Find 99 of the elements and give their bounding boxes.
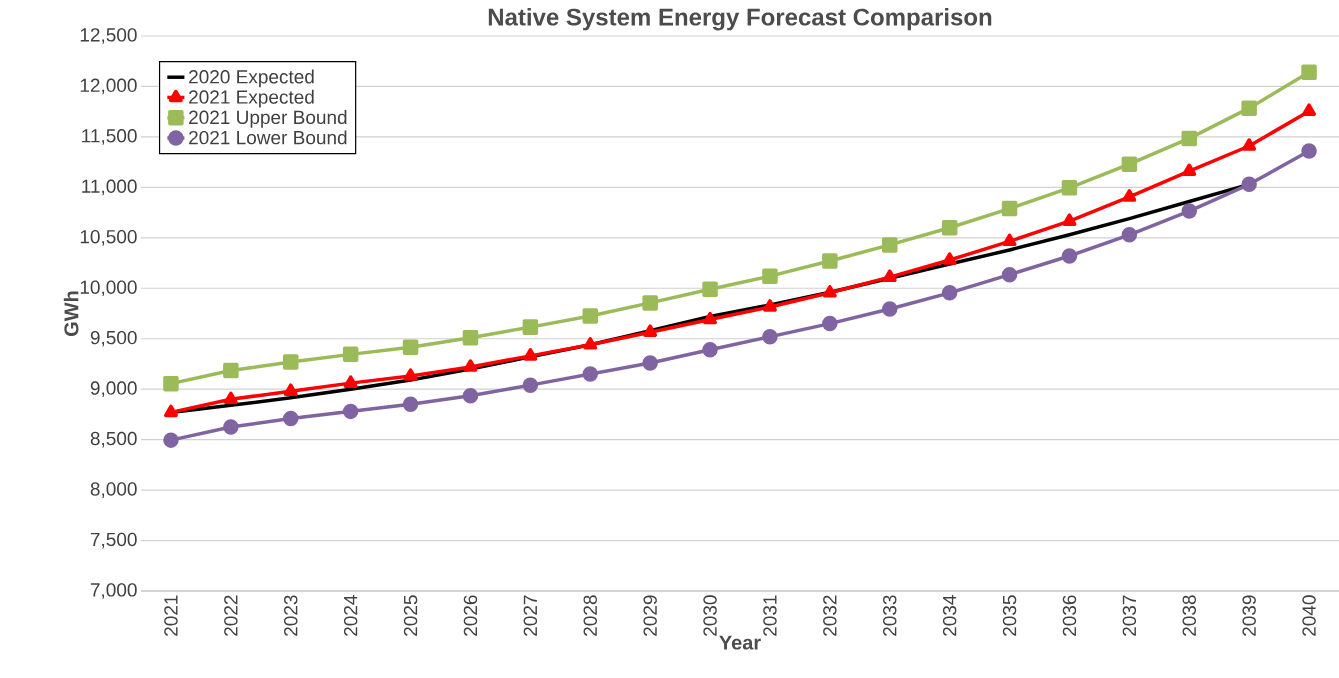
point <box>642 355 658 371</box>
point <box>941 285 958 301</box>
chart-title: Native System Energy Forecast Comparison <box>488 7 992 31</box>
point <box>1002 233 1017 247</box>
point <box>164 404 178 418</box>
x-tick-label: 2028 <box>583 595 597 636</box>
x-tick-label: 2027 <box>523 595 538 636</box>
x-tick-label: 2035 <box>1002 595 1017 636</box>
point <box>762 328 778 345</box>
point <box>822 253 838 269</box>
y-tick-label: 8,000 <box>90 482 137 498</box>
point <box>522 377 539 393</box>
point <box>942 252 957 265</box>
point <box>1121 156 1138 172</box>
point <box>462 387 479 404</box>
y-tick-label: 12,500 <box>80 28 137 44</box>
y-axis-title: GWh <box>63 291 79 337</box>
point <box>1241 176 1257 193</box>
point <box>403 368 418 381</box>
point <box>642 295 658 311</box>
point <box>402 396 419 413</box>
x-tick-label: 2040 <box>1302 595 1316 636</box>
x-tick-label: 2031 <box>763 595 777 636</box>
y-tick-label: 9,500 <box>90 330 137 347</box>
x-tick-label: 2029 <box>643 595 657 636</box>
y-tick-label: 11,000 <box>82 179 137 196</box>
point <box>402 339 419 356</box>
point <box>283 354 299 370</box>
point <box>1001 266 1018 283</box>
y-tick-label: 9,000 <box>90 381 137 398</box>
point <box>583 337 598 350</box>
point <box>283 410 299 427</box>
x-tick-label: 2030 <box>703 595 717 636</box>
point <box>223 419 239 435</box>
point <box>342 346 359 363</box>
x-tick-label: 2039 <box>1242 595 1256 636</box>
y-tick-label: 7,500 <box>90 532 137 549</box>
point <box>882 237 898 253</box>
point <box>762 268 778 284</box>
point <box>1302 103 1317 116</box>
x-tick-label: 2026 <box>463 595 478 636</box>
point <box>1182 163 1197 176</box>
y-tick-label: 10,500 <box>80 229 137 246</box>
x-tick-label: 2038 <box>1182 595 1196 636</box>
y-tick-label: 11,500 <box>82 129 137 145</box>
point <box>1061 248 1078 264</box>
point <box>882 301 898 317</box>
point <box>1122 189 1137 202</box>
legend-label: 2021 Expected <box>189 89 314 108</box>
point <box>702 281 718 298</box>
point <box>702 342 718 358</box>
legend-label: 2021 Lower Bound <box>189 130 347 145</box>
point <box>582 308 598 324</box>
x-tick-label: 2037 <box>1122 595 1137 636</box>
point <box>1062 213 1077 226</box>
point <box>522 319 539 335</box>
point <box>1121 227 1138 243</box>
x-tick-label: 2032 <box>823 595 837 636</box>
x-tick-label: 2022 <box>224 595 238 636</box>
x-tick-label: 2023 <box>284 595 298 636</box>
point <box>1001 200 1018 217</box>
x-axis-title: Year <box>719 635 761 650</box>
point <box>163 432 179 448</box>
point <box>703 311 717 325</box>
point <box>1301 64 1317 81</box>
x-tick-label: 2025 <box>403 595 418 636</box>
point <box>1061 180 1078 196</box>
point <box>223 362 239 379</box>
y-tick-label: 12,000 <box>80 78 137 95</box>
point <box>223 391 238 405</box>
point <box>882 269 897 282</box>
point <box>523 348 538 361</box>
point <box>1301 143 1317 159</box>
point <box>1242 138 1257 151</box>
point <box>1181 203 1198 219</box>
x-tick-label: 2024 <box>343 595 358 636</box>
point <box>283 383 298 396</box>
point <box>1241 100 1257 116</box>
point <box>342 403 359 420</box>
legend-label: 2020 Expected <box>189 69 314 88</box>
point <box>343 375 358 388</box>
point <box>822 285 837 298</box>
point <box>763 299 777 312</box>
point <box>822 315 838 332</box>
x-tick-label: 2021 <box>164 595 178 636</box>
point <box>643 324 658 337</box>
point <box>462 329 479 346</box>
x-tick-label: 2033 <box>883 595 897 636</box>
x-tick-label: 2036 <box>1062 595 1077 636</box>
y-tick-label: 10,000 <box>80 280 137 297</box>
x-tick-label: 2034 <box>942 595 957 636</box>
legend-label: 2021 Upper Bound <box>189 110 347 128</box>
y-tick-label: 7,000 <box>90 583 137 599</box>
y-tick-label: 8,500 <box>90 431 137 448</box>
point <box>463 359 478 372</box>
point <box>941 219 958 236</box>
point <box>582 366 598 382</box>
point <box>163 375 179 392</box>
point <box>1181 130 1198 147</box>
